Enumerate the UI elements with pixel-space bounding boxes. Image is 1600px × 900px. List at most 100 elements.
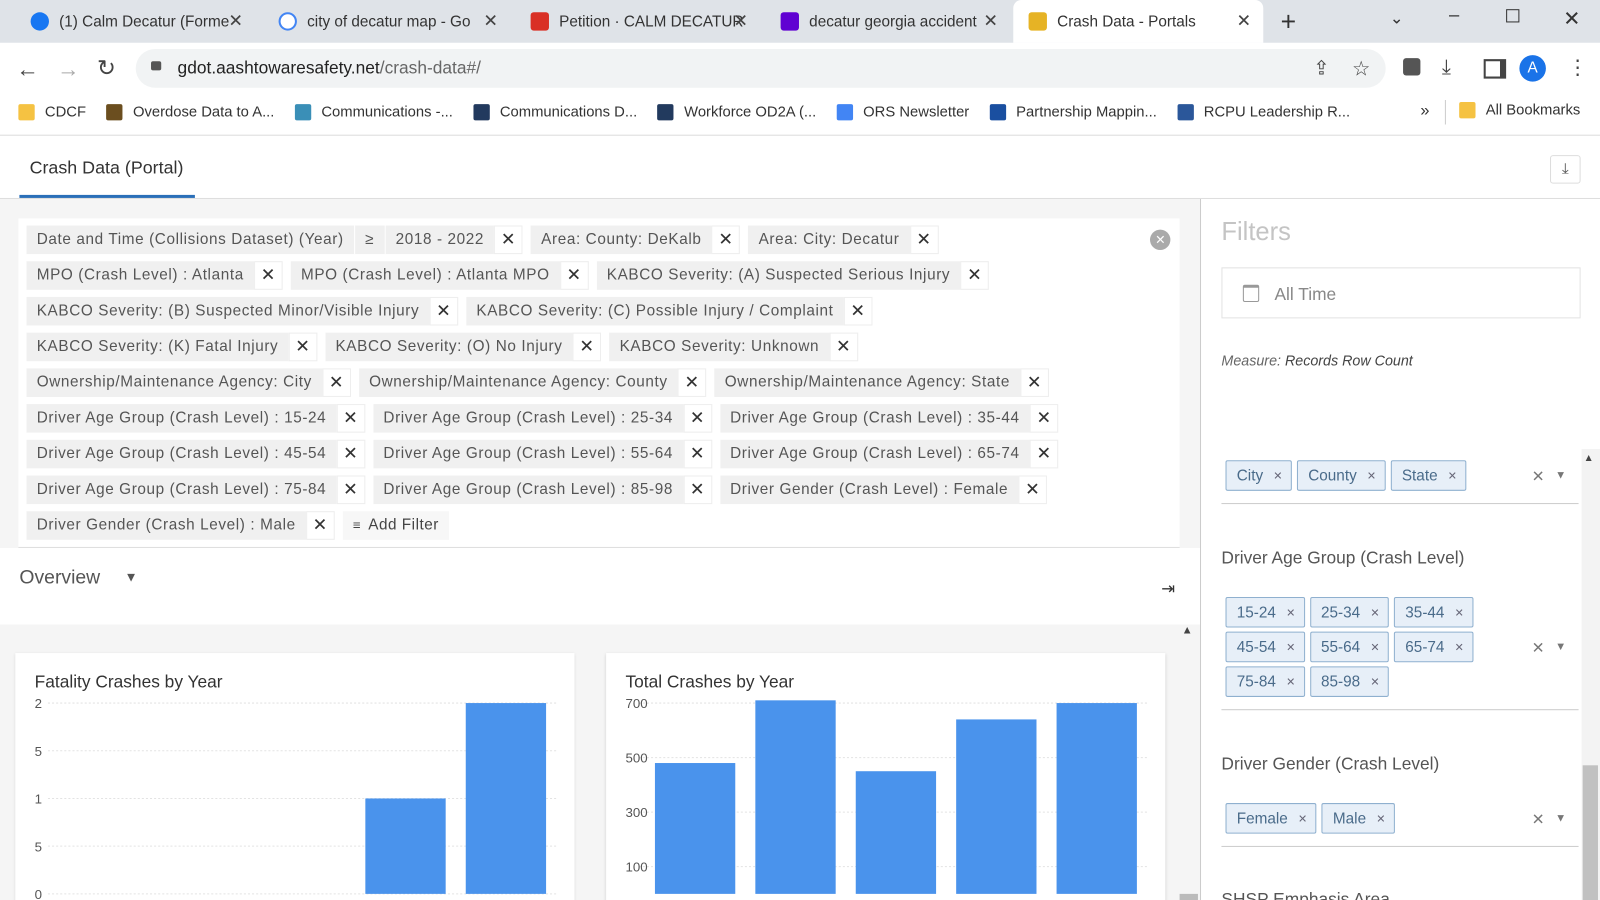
- tag-remove[interactable]: ✕: [1286, 606, 1296, 619]
- chip-remove[interactable]: ✕: [683, 403, 712, 433]
- select-clear[interactable]: ✕: [1531, 811, 1545, 829]
- tag[interactable]: 75-84 ✕: [1225, 666, 1305, 697]
- chip-remove[interactable]: ✕: [322, 367, 351, 397]
- bookmark-star[interactable]: ☆: [1352, 58, 1371, 81]
- tag-remove[interactable]: ✕: [1286, 641, 1296, 654]
- bookmark[interactable]: Communications -...: [294, 104, 453, 121]
- all-bookmarks[interactable]: All Bookmarks: [1459, 102, 1580, 119]
- tag[interactable]: 65-74 ✕: [1394, 631, 1474, 663]
- tag[interactable]: 25-34 ✕: [1309, 596, 1389, 628]
- more-bookmarks[interactable]: »: [1420, 102, 1430, 120]
- address-bar[interactable]: [135, 48, 1386, 88]
- panel-scroll-up[interactable]: ▲: [1583, 453, 1594, 465]
- tag[interactable]: 35-44 ✕: [1394, 596, 1474, 628]
- chip-remove[interactable]: ✕: [1029, 403, 1059, 433]
- chip-remove[interactable]: ✕: [683, 439, 712, 468]
- filter-chip[interactable]: Driver Age Group (Crash Level) : 35-44 ✕: [719, 403, 1059, 433]
- bookmark[interactable]: Overdose Data to A...: [106, 104, 274, 121]
- page-tab[interactable]: Crash Data (Portal): [29, 157, 184, 178]
- filter-chip[interactable]: KABCO Severity: (C) Possible Injury / Co…: [466, 296, 873, 325]
- filter-chip[interactable]: Date and Time (Collisions Dataset) (Year…: [26, 224, 523, 254]
- chip-remove[interactable]: ✕: [683, 474, 712, 504]
- filter-chip[interactable]: KABCO Severity: (A) Suspected Serious In…: [596, 260, 989, 290]
- select-caret[interactable]: ▼: [1555, 469, 1567, 482]
- chip-remove[interactable]: ✕: [1018, 474, 1047, 504]
- tab-close[interactable]: ✕: [983, 11, 998, 31]
- filter-chip[interactable]: KABCO Severity: Unknown ✕: [609, 332, 858, 361]
- select-caret[interactable]: ▼: [1555, 640, 1567, 654]
- share[interactable]: ⇪: [1313, 58, 1330, 80]
- filter-chip[interactable]: Driver Age Group (Crash Level) : 45-54 ✕: [26, 439, 366, 468]
- tag-remove[interactable]: ✕: [1376, 812, 1386, 825]
- close-window[interactable]: ✕: [1563, 8, 1581, 31]
- downloads[interactable]: ⤓: [1441, 56, 1451, 79]
- restore[interactable]: [1506, 9, 1520, 23]
- filter-chip[interactable]: Driver Age Group (Crash Level) : 65-74 ✕: [719, 439, 1059, 468]
- extensions[interactable]: [1403, 58, 1421, 76]
- filter-chip[interactable]: Driver Age Group (Crash Level) : 25-34 ✕: [373, 403, 712, 433]
- view-dropdown[interactable]: ▼: [124, 569, 138, 585]
- tab-close[interactable]: ✕: [483, 11, 498, 31]
- tag-remove[interactable]: ✕: [1297, 812, 1308, 825]
- tag[interactable]: 85-98 ✕: [1309, 666, 1389, 697]
- chip-remove[interactable]: ✕: [559, 260, 589, 290]
- tag-remove[interactable]: ✕: [1447, 469, 1458, 483]
- tag[interactable]: City ✕: [1225, 460, 1292, 491]
- filter-chip[interactable]: Driver Age Group (Crash Level) : 55-64 ✕: [373, 439, 712, 468]
- download-button[interactable]: ⤓: [1549, 155, 1581, 184]
- tag-remove[interactable]: ✕: [1370, 641, 1380, 654]
- date-picker[interactable]: [1221, 267, 1581, 319]
- tag-remove[interactable]: ✕: [1370, 606, 1380, 619]
- tag[interactable]: County ✕: [1297, 460, 1386, 491]
- tag[interactable]: 45-54 ✕: [1225, 631, 1305, 663]
- chip-remove[interactable]: ✕: [254, 260, 283, 290]
- tag[interactable]: 15-24 ✕: [1225, 596, 1305, 628]
- side-panel[interactable]: [1483, 59, 1507, 79]
- filter-chip[interactable]: KABCO Severity: (O) No Injury ✕: [325, 332, 602, 361]
- add-filter[interactable]: ≡ Add Filter: [342, 510, 450, 540]
- tab-close[interactable]: ✕: [1236, 11, 1252, 31]
- profile[interactable]: A: [1519, 55, 1546, 82]
- bookmark[interactable]: ORS Newsletter: [836, 104, 969, 121]
- tag-select[interactable]: City ✕ County ✕ State ✕: [1225, 460, 1472, 495]
- bookmark[interactable]: RCPU Leadership R...: [1177, 104, 1350, 121]
- filter-chip[interactable]: Driver Age Group (Crash Level) : 15-24 ✕: [26, 403, 366, 433]
- tab[interactable]: Petition · CALM DECATUR ✕: [515, 0, 760, 43]
- tag-remove[interactable]: ✕: [1370, 676, 1380, 689]
- filter-chip[interactable]: Driver Gender (Crash Level) : Female ✕: [719, 474, 1047, 504]
- filter-chip[interactable]: Area: City: Decatur ✕: [748, 224, 939, 254]
- select-clear[interactable]: ✕: [1531, 468, 1545, 486]
- filter-chip[interactable]: MPO (Crash Level) : Atlanta ✕: [26, 260, 283, 290]
- chip-remove[interactable]: ✕: [677, 367, 707, 397]
- tag[interactable]: Female ✕: [1225, 803, 1317, 834]
- tag-remove[interactable]: ✕: [1454, 641, 1465, 654]
- bookmark[interactable]: Workforce OD2A (...: [657, 104, 816, 121]
- back[interactable]: ←: [16, 56, 39, 82]
- scroll-up[interactable]: ▲: [1181, 624, 1193, 637]
- tab-search[interactable]: ⌄: [1389, 10, 1404, 28]
- tab[interactable]: decatur georgia accident ✕: [765, 0, 1010, 43]
- menu[interactable]: ⋮: [1567, 57, 1588, 80]
- tab-close[interactable]: ✕: [733, 11, 748, 31]
- chip-remove[interactable]: ✕: [336, 474, 366, 504]
- chip-remove[interactable]: ✕: [711, 224, 741, 254]
- chip-remove[interactable]: ✕: [829, 332, 858, 361]
- chip-remove[interactable]: ✕: [288, 332, 318, 361]
- bookmark[interactable]: Communications D...: [473, 104, 637, 121]
- select-caret[interactable]: ▼: [1555, 812, 1567, 825]
- tab[interactable]: (1) Calm Decatur (Forme ✕: [15, 0, 255, 43]
- filter-chip[interactable]: Area: County: DeKalb ✕: [530, 224, 741, 254]
- chip-remove[interactable]: ✕: [1029, 439, 1059, 468]
- tag[interactable]: Male ✕: [1321, 803, 1395, 834]
- filter-chip[interactable]: KABCO Severity: (K) Fatal Injury ✕: [26, 332, 318, 361]
- filter-chip[interactable]: Driver Age Group (Crash Level) : 85-98 ✕: [373, 474, 712, 504]
- chip-remove[interactable]: ✕: [305, 510, 335, 540]
- tag-remove[interactable]: ✕: [1286, 676, 1296, 689]
- filter-chip[interactable]: Ownership/Maintenance Agency: County ✕: [358, 367, 707, 397]
- filter-chip[interactable]: KABCO Severity: (B) Suspected Minor/Visi…: [26, 296, 459, 325]
- bookmark[interactable]: Partnership Mappin...: [989, 104, 1157, 121]
- tag-select[interactable]: Female ✕ Male ✕: [1225, 803, 1400, 838]
- tag-remove[interactable]: ✕: [1366, 469, 1377, 483]
- filter-chip[interactable]: MPO (Crash Level) : Atlanta MPO ✕: [290, 260, 589, 290]
- tab[interactable]: city of decatur map - Go ✕: [263, 0, 510, 43]
